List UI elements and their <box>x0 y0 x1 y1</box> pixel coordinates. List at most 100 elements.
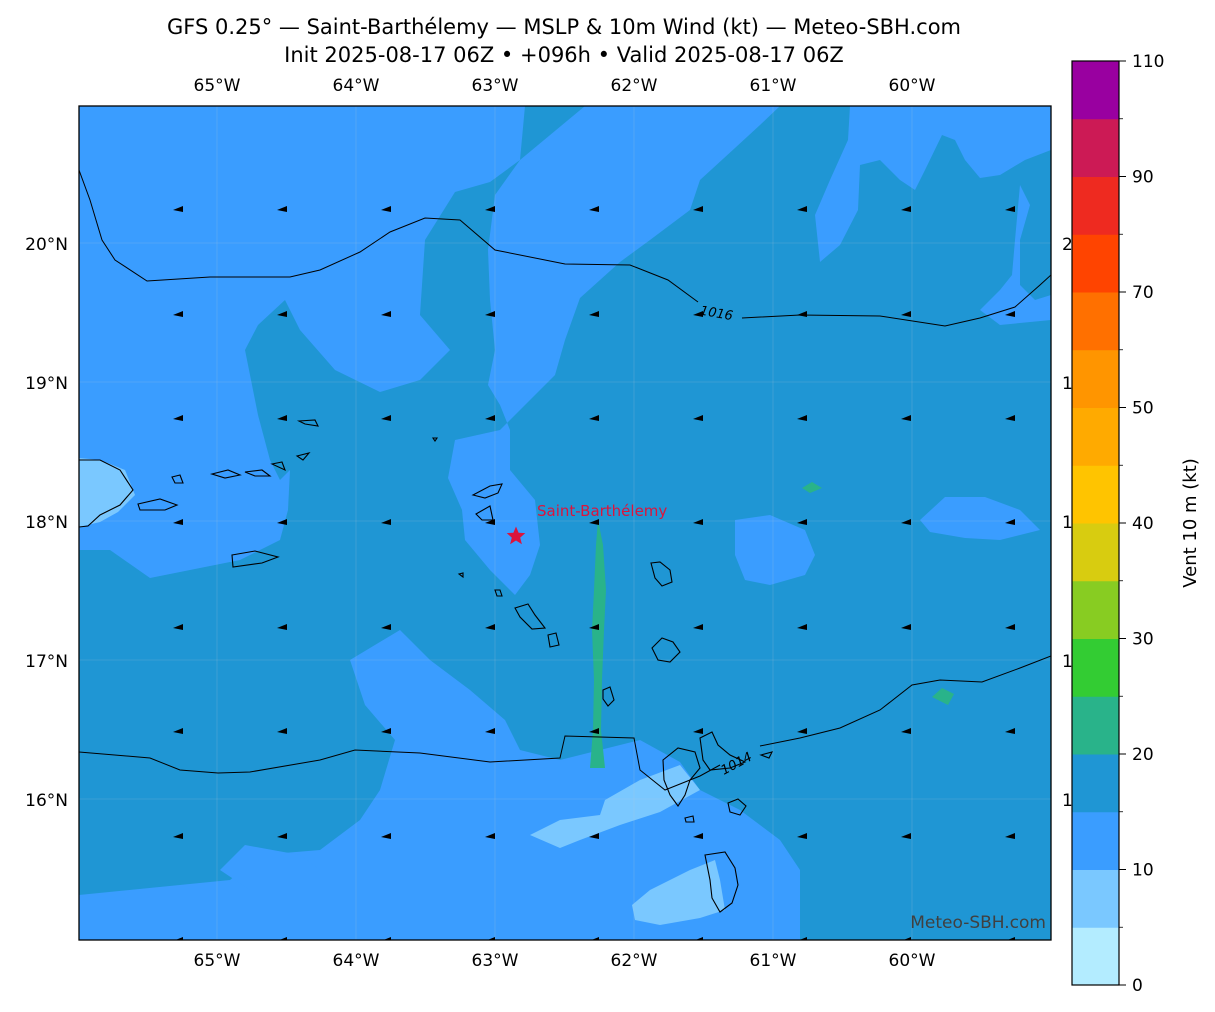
lon-ticks-top: 65°W 64°W 63°W 62°W 61°W 60°W <box>194 76 936 96</box>
right-lat-labels: 2 1 1 1 1 <box>1062 235 1073 811</box>
svg-text:65°W: 65°W <box>194 951 241 971</box>
wind-barb-icon <box>589 311 599 317</box>
wind-barb-icon <box>693 728 703 734</box>
wind-barb-icon <box>485 311 495 317</box>
wind-barb-icon <box>485 624 495 630</box>
wind-barb-icon <box>797 415 807 421</box>
wind-barb-icon <box>693 415 703 421</box>
wind-barbs <box>173 206 1015 940</box>
wind-barb-icon <box>797 311 807 317</box>
colorbar-segment <box>1072 407 1119 466</box>
location-label: Saint-Barthélemy <box>537 502 667 520</box>
colorbar-tick-label: 0 <box>1132 976 1143 996</box>
colorbar-segment <box>1072 754 1119 813</box>
wind-barb-icon <box>797 833 807 839</box>
wind-band-10-15 <box>79 106 1051 940</box>
map-subtitle: Init 2025-08-17 06Z • +096h • Valid 2025… <box>284 43 844 67</box>
colorbar-segment <box>1072 638 1119 697</box>
colorbar-segment <box>1072 118 1119 177</box>
wind-barb-icon <box>901 415 911 421</box>
svg-text:1: 1 <box>1062 374 1073 394</box>
wind-barb-icon <box>693 206 703 212</box>
colorbar-tick-label: 20 <box>1132 745 1154 765</box>
svg-text:1: 1 <box>1062 652 1073 672</box>
wind-barb-icon <box>589 519 599 525</box>
svg-text:61°W: 61°W <box>750 951 797 971</box>
wind-barb-icon <box>797 206 807 212</box>
wind-barb-icon <box>901 206 911 212</box>
svg-text:1: 1 <box>1062 791 1073 811</box>
wind-barb-icon <box>277 728 287 734</box>
wind-barb-icon <box>173 624 183 630</box>
colorbar-segment <box>1072 927 1119 986</box>
wind-barb-icon <box>797 728 807 734</box>
wind-barb-icon <box>485 519 495 525</box>
map-title: GFS 0.25° — Saint-Barthélemy — MSLP & 10… <box>167 15 961 39</box>
colorbar-segment <box>1072 811 1119 870</box>
wind-barb-icon <box>173 206 183 212</box>
colorbar-segment <box>1072 580 1119 639</box>
wind-barb-icon <box>901 519 911 525</box>
colorbar-segment <box>1072 176 1119 235</box>
colorbar-label: Vent 10 m (kt) <box>1180 458 1201 588</box>
isobar-1016-east <box>741 274 1051 327</box>
wind-barb-icon <box>1007 937 1015 940</box>
svg-text:63°W: 63°W <box>472 951 519 971</box>
svg-text:63°W: 63°W <box>472 76 519 96</box>
colorbar-tick-label: 110 <box>1132 52 1164 72</box>
coastlines <box>79 419 774 913</box>
svg-text:19°N: 19°N <box>25 374 68 394</box>
wind-barb-icon <box>277 311 287 317</box>
colorbar-tick-label: 10 <box>1132 861 1154 881</box>
wind-barb-icon <box>1005 833 1015 839</box>
wind-barb-icon <box>797 519 807 525</box>
wind-barb-icon <box>487 937 495 940</box>
wind-barb-icon <box>695 937 703 940</box>
colorbar-segment <box>1072 61 1119 120</box>
wind-barb-icon <box>173 519 183 525</box>
wind-barb-icon <box>173 728 183 734</box>
svg-text:60°W: 60°W <box>889 76 936 96</box>
star-icon <box>506 526 526 545</box>
svg-text:2: 2 <box>1062 235 1073 255</box>
wind-band-20-25 <box>590 482 954 768</box>
lon-ticks-bottom: 65°W 64°W 63°W 62°W 61°W 60°W <box>194 951 936 971</box>
colorbar-segment <box>1072 292 1119 351</box>
wind-barb-icon <box>693 624 703 630</box>
wind-barb-icon <box>173 415 183 421</box>
wind-barb-icon <box>277 624 287 630</box>
wind-barb-icon <box>901 833 911 839</box>
svg-text:62°W: 62°W <box>611 76 658 96</box>
wind-barb-icon <box>485 728 495 734</box>
colorbar-tick-label: 30 <box>1132 630 1154 650</box>
svg-text:1: 1 <box>1062 513 1073 533</box>
wind-barb-icon <box>1005 624 1015 630</box>
lat-ticks-left: 20°N 19°N 18°N 17°N 16°N <box>25 235 68 811</box>
colorbar-tick-label: 90 <box>1132 168 1154 188</box>
colorbar-tick-label: 40 <box>1132 514 1154 534</box>
wind-barb-icon <box>485 415 495 421</box>
wind-barb-icon <box>901 728 911 734</box>
wind-barb-icon <box>381 311 391 317</box>
wind-barb-icon <box>693 833 703 839</box>
svg-text:60°W: 60°W <box>889 951 936 971</box>
wind-barb-icon <box>1005 519 1015 525</box>
wind-barb-icon <box>797 624 807 630</box>
svg-text:16°N: 16°N <box>25 791 68 811</box>
wind-barb-icon <box>589 728 599 734</box>
isobar-1014-east <box>759 655 1051 747</box>
svg-text:17°N: 17°N <box>25 652 68 672</box>
wind-barb-icon <box>693 519 703 525</box>
wind-barb-icon <box>1005 206 1015 212</box>
svg-text:65°W: 65°W <box>194 76 241 96</box>
colorbar-segment <box>1072 234 1119 293</box>
svg-text:18°N: 18°N <box>25 513 68 533</box>
map-frame <box>78 105 1052 941</box>
svg-text:61°W: 61°W <box>750 76 797 96</box>
map-panel: 1016 1014 Saint-Barthélemy Meteo-SBH.com <box>79 106 1051 940</box>
wind-barb-icon <box>693 311 703 317</box>
isobars <box>79 169 1051 791</box>
wind-barb-icon <box>1005 415 1015 421</box>
svg-text:20°N: 20°N <box>25 235 68 255</box>
wind-barb-icon <box>903 937 911 940</box>
